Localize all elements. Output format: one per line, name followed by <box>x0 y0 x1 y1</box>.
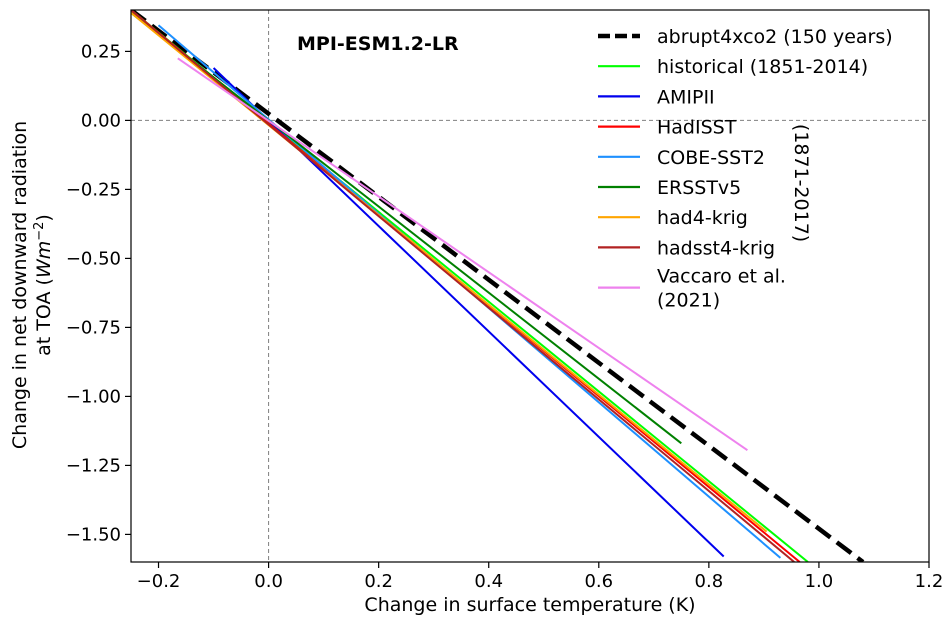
y-tick-label: −1.00 <box>66 386 121 407</box>
series-line-5 <box>131 12 682 445</box>
y-axis: 0.25 0.00 −0.25 −0.50 −0.75 −1.00 −1.25 −1.50 <box>66 41 131 545</box>
legend-label-0: abrupt4xco2 (150 years) <box>657 26 893 48</box>
y-tick-label: −0.75 <box>66 317 121 338</box>
x-tick-label: 0.2 <box>364 571 393 592</box>
x-tick-label: −0.2 <box>137 571 181 592</box>
x-axis: −0.2 0.0 0.2 0.4 0.6 0.8 1.0 1.2 <box>137 562 944 592</box>
y-tick-label: −1.50 <box>66 524 121 545</box>
x-axis-label: Change in surface temperature (K) <box>364 594 695 616</box>
x-tick-label: 0.6 <box>584 571 613 592</box>
series-lines <box>131 10 865 562</box>
x-tick-label: 1.0 <box>805 571 834 592</box>
y-tick-label: −1.25 <box>66 455 121 476</box>
y-tick-label: −0.50 <box>66 248 121 269</box>
plot-frame <box>130 9 930 563</box>
legend-label-2: AMIPII <box>657 86 715 108</box>
reference-lines <box>131 10 929 562</box>
legend-label-4: COBE-SST2 <box>657 147 765 169</box>
legend-label-8-line2: (2021) <box>657 290 720 312</box>
series-line-0 <box>131 10 865 562</box>
y-tick-label: −0.25 <box>66 179 121 200</box>
y-tick-label: 0.25 <box>81 41 121 62</box>
bracket-label: (1871-2017) <box>790 124 812 242</box>
series-line-8 <box>177 57 748 452</box>
legend-label-3: HadISST <box>657 117 737 139</box>
y-axis-label-line1: Change in net downward radiation <box>9 121 31 449</box>
x-tick-label: 0.8 <box>695 571 724 592</box>
x-tick-label: 0.4 <box>474 571 503 592</box>
chart-title: MPI-ESM1.2-LR <box>297 33 459 55</box>
legend-label-7: hadsst4-krig <box>657 237 775 259</box>
legend-label-6: had4-krig <box>657 207 748 229</box>
y-tick-label: 0.00 <box>81 110 121 131</box>
x-tick-label: 1.2 <box>915 571 944 592</box>
legend: abrupt4xco2 (150 years) historical (1851-… <box>598 26 893 312</box>
legend-label-5: ERSSTv5 <box>657 177 741 199</box>
y-axis-label-line2: at TOA (Wm−2) <box>32 214 56 356</box>
y-axis-label: Change in net downward radiation at TOA … <box>9 121 55 449</box>
legend-label-1: historical (1851-2014) <box>657 56 868 78</box>
x-tick-label: 0.0 <box>254 571 283 592</box>
legend-label-8-line1: Vaccaro et al. <box>657 266 786 288</box>
